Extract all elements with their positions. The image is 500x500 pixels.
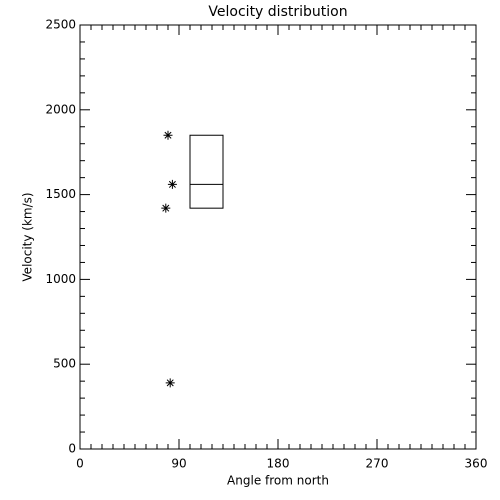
- box: [189, 134, 224, 209]
- y-axis-label: Velocity (km/s): [21, 192, 35, 281]
- y-tick-label: 0: [68, 442, 76, 456]
- y-tick-label: 1000: [45, 272, 76, 286]
- plot-frame: [79, 24, 477, 450]
- chart-title: Velocity distribution: [208, 4, 347, 20]
- x-axis-label: Angle from north: [227, 474, 329, 488]
- x-tick-label: 90: [171, 457, 186, 471]
- asterisk-point: [165, 378, 175, 388]
- y-tick-label: 1500: [45, 187, 76, 201]
- asterisk-point: [161, 203, 171, 213]
- x-tick-label: 180: [267, 457, 290, 471]
- x-tick-label: 0: [76, 457, 84, 471]
- x-tick-label: 270: [366, 457, 389, 471]
- y-tick-label: 2500: [45, 18, 76, 32]
- y-tick-label: 2000: [45, 102, 76, 116]
- asterisk-point: [163, 130, 173, 140]
- asterisk-point: [167, 179, 177, 189]
- x-tick-label: 360: [465, 457, 488, 471]
- y-tick-label: 500: [53, 357, 76, 371]
